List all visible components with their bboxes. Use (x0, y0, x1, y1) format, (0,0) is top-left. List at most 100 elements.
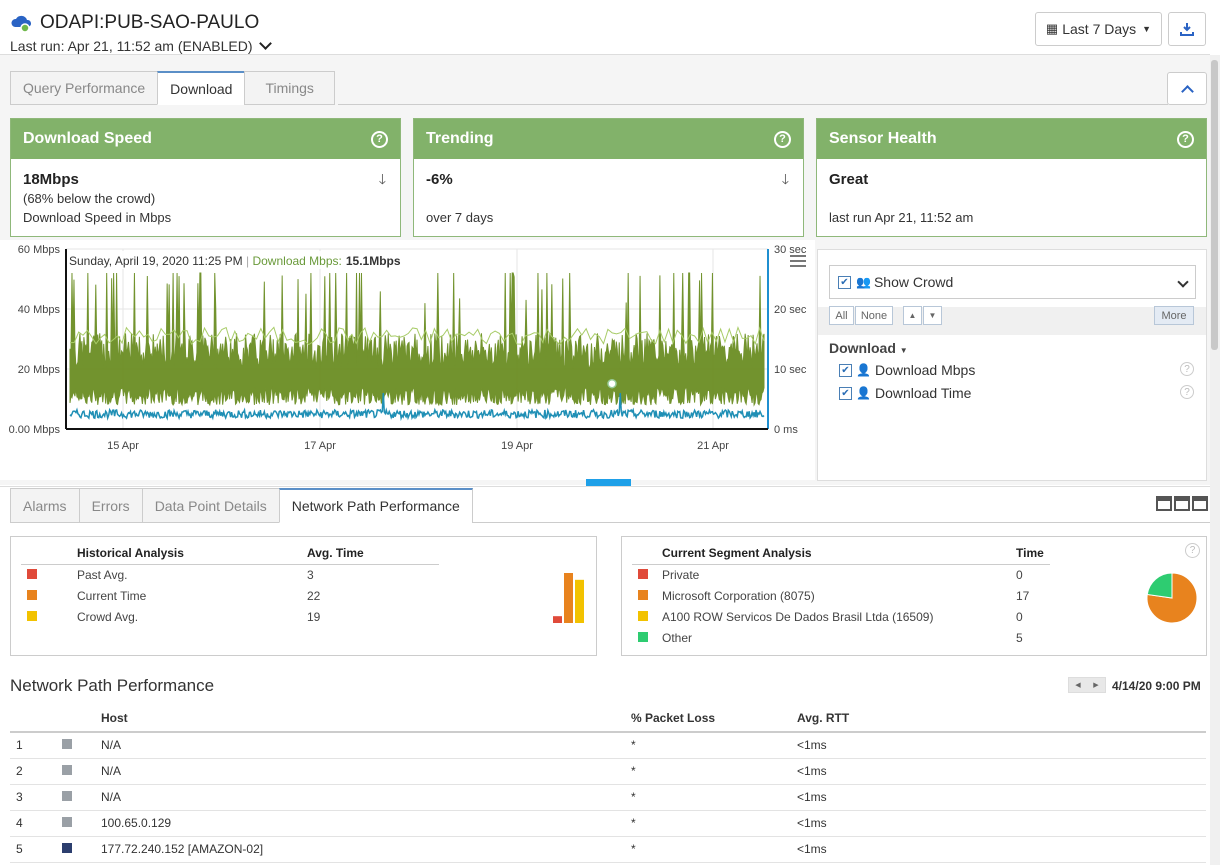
trending-card: Trending? -6% 🡓 over 7 days (413, 118, 804, 237)
help-icon[interactable]: ? (1185, 543, 1200, 558)
health-caption: last run Apr 21, 11:52 am (829, 210, 974, 225)
title-text: ODAPI:PUB-SAO-PAULO (40, 12, 260, 33)
x-tick: 19 Apr (501, 440, 533, 452)
avg-rtt-cell: <1ms (797, 732, 1206, 759)
npp-table: Host % Packet Loss Avg. RTT 1 N/A * <1ms 2 N/… (10, 705, 1206, 863)
last-run-dropdown[interactable]: Last run: Apr 21, 11:52 am (ENABLED) (10, 37, 273, 54)
tab-download[interactable]: Download (157, 71, 245, 105)
series-download-time[interactable] (69, 392, 765, 422)
legend-item-download-mbps[interactable]: ✔ 👤 Download Mbps (839, 362, 975, 378)
legend-swatch (638, 569, 648, 580)
move-down-button[interactable]: ▼ (923, 306, 942, 325)
scrollbar-thumb[interactable] (1211, 60, 1218, 350)
table-row[interactable]: 3 N/A * <1ms (10, 784, 1206, 811)
table-row[interactable]: 2 N/A * <1ms (10, 758, 1206, 785)
hop-color-swatch (62, 817, 72, 827)
scrollbar[interactable] (1210, 55, 1220, 865)
show-crowd-select[interactable]: ✔ 👥 Show Crowd (829, 265, 1196, 299)
row-value: 17 (1016, 589, 1030, 603)
table-row[interactable]: 1 N/A * <1ms (10, 732, 1206, 759)
select-all-button[interactable]: All (829, 306, 854, 325)
crowd-icon: 👥 (856, 275, 871, 289)
prev-icon[interactable]: ◀ (1075, 682, 1081, 689)
more-button[interactable]: More (1154, 306, 1194, 325)
trending-caption: over 7 days (426, 210, 494, 225)
show-crowd-checkbox[interactable]: ✔ (838, 275, 851, 289)
layout-icon[interactable] (1156, 496, 1172, 511)
bottom-tabs: Alarms Errors Data Point Details Network… (10, 488, 473, 523)
packet-loss-header: % Packet Loss (631, 705, 797, 733)
layout-icon[interactable] (1192, 496, 1208, 511)
chevron-down-icon (1177, 276, 1189, 288)
table-row: Crowd Avg. 19 (21, 607, 439, 628)
tab-network-path-performance[interactable]: Network Path Performance (278, 488, 473, 523)
download-group-toggle[interactable]: Download ▼ (829, 340, 908, 356)
pie-slice (1146, 572, 1173, 599)
tab-baseline (472, 522, 1210, 523)
next-icon[interactable]: ▶ (1093, 682, 1099, 689)
move-up-button[interactable]: ▲ (903, 306, 922, 325)
layout-icons[interactable] (1156, 496, 1208, 511)
row-value: 0 (1016, 568, 1023, 583)
row-value: 5 (1016, 631, 1023, 645)
help-icon[interactable]: ? (1180, 362, 1194, 376)
row-label: Current Time (77, 589, 147, 603)
health-value: Great (829, 171, 869, 188)
speed-crowd-note: (68% below the crowd) (23, 191, 156, 206)
hop-pager[interactable]: ◀ ▶ (1068, 677, 1106, 693)
table-row[interactable]: 5 177.72.240.152 [AMAZON-02] * <1ms (10, 836, 1206, 863)
hop-color-swatch (62, 739, 72, 750)
resize-handle[interactable] (586, 479, 631, 486)
tab-timings[interactable]: Timings (244, 71, 335, 105)
legend-item-download-time[interactable]: ✔ 👤 Download Time (839, 385, 971, 401)
packet-loss-cell: * (631, 784, 797, 811)
download-chart[interactable]: 60 Mbps 40 Mbps 20 Mbps 0.00 Mbps 30 sec 20 s… (0, 240, 815, 480)
series-checkbox[interactable]: ✔ (839, 386, 852, 400)
historical-table: Historical Analysis Avg. Time Past Avg. 3… (21, 546, 439, 628)
download-speed-card: Download Speed? 18Mbps 🡓 (68% below the … (10, 118, 401, 237)
series-crowd[interactable] (69, 326, 765, 346)
collapse-button[interactable] (1167, 72, 1207, 105)
y-right-tick: 20 sec (774, 304, 807, 316)
tab-errors[interactable]: Errors (78, 488, 142, 523)
series-checkbox[interactable]: ✔ (839, 363, 852, 377)
help-icon[interactable]: ? (774, 130, 791, 148)
sensor-health-card: Sensor Health? Great last run Apr 21, 11… (816, 118, 1207, 237)
chevron-down-icon (259, 37, 273, 50)
section-divider (0, 486, 1210, 487)
table-row[interactable]: 4 100.65.0.129 * <1ms (10, 810, 1206, 837)
caret-up-icon: ▲ (908, 311, 917, 320)
help-icon[interactable]: ? (371, 130, 388, 148)
series-download-mbps[interactable] (69, 272, 765, 407)
table-row: A100 ROW Servicos De Dados Brasil Ltda (… (632, 607, 1050, 628)
tooltip-separator: | (243, 254, 253, 268)
chart-menu-icon[interactable] (790, 255, 806, 267)
host-cell: N/A (101, 758, 631, 785)
select-none-button[interactable]: None (855, 306, 893, 325)
tooltip-bg (67, 251, 439, 269)
hist-bar (575, 579, 584, 623)
download-button[interactable] (1168, 12, 1206, 46)
download-icon (1180, 23, 1194, 36)
help-icon[interactable]: ? (1180, 385, 1194, 399)
legend-swatch (638, 611, 648, 621)
segment-table: Current Segment Analysis Time Private 0 Mi… (632, 546, 1050, 649)
table-row: Private 0 (632, 565, 1050, 586)
layout-icon[interactable] (1174, 496, 1190, 511)
table-row: Other 5 (632, 628, 1050, 649)
avg-rtt-header: Avg. RTT (797, 705, 1206, 733)
tab-data-point-details[interactable]: Data Point Details (141, 488, 279, 523)
row-value: 0 (1016, 610, 1023, 624)
y-left-tick: 20 Mbps (18, 364, 61, 376)
segment-pie-chart (1146, 572, 1198, 624)
avg-rtt-cell: <1ms (797, 758, 1206, 785)
row-value: 3 (307, 568, 314, 583)
packet-loss-cell: * (631, 810, 797, 837)
date-range-button[interactable]: ▦ Last 7 Days ▼ (1035, 12, 1162, 46)
y-left-tick: 0.00 Mbps (9, 424, 61, 436)
tab-alarms[interactable]: Alarms (10, 488, 79, 523)
chart-svg[interactable]: 60 Mbps 40 Mbps 20 Mbps 0.00 Mbps 30 sec 20 s… (0, 240, 815, 480)
chevron-up-icon (1180, 84, 1194, 98)
help-icon[interactable]: ? (1177, 130, 1194, 148)
tab-query-performance[interactable]: Query Performance (10, 71, 158, 105)
